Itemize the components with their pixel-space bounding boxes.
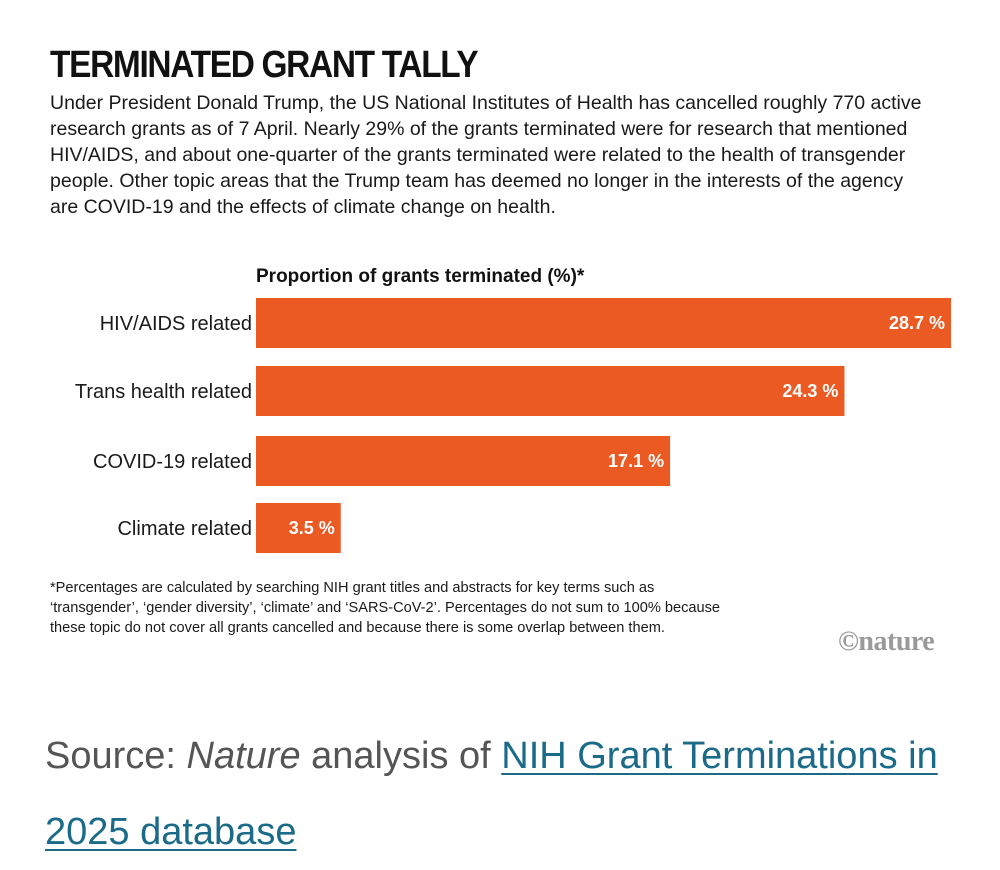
value-label: 24.3 % <box>782 381 838 401</box>
infographic-card: TERMINATED GRANT TALLY Under President D… <box>50 44 951 657</box>
bar-group: HIV/AIDS related 28.7 % Trans health relat… <box>75 298 951 553</box>
intro-paragraph: Under President Donald Trump, the US Nat… <box>50 92 922 218</box>
category-label: Trans health related <box>75 381 252 403</box>
bar-hiv-aids-related <box>256 298 951 348</box>
category-label: HIV/AIDS related <box>100 313 252 335</box>
source-publication: Nature <box>186 735 301 777</box>
value-label: 28.7 % <box>889 313 945 333</box>
category-label: Climate related <box>117 518 252 540</box>
source-database-link[interactable]: NIH Grant Terminations in 2025 database <box>45 735 938 853</box>
source-line: Source: Nature analysis of NIH Grant Ter… <box>45 718 945 870</box>
source-prefix: Source: <box>45 735 187 777</box>
category-label: COVID-19 related <box>93 451 252 473</box>
value-label: 3.5 % <box>289 518 335 538</box>
nature-logo: ©nature <box>838 626 935 657</box>
source-middle: analysis of <box>300 735 502 777</box>
chart-title: TERMINATED GRANT TALLY <box>50 44 479 86</box>
bar-covid-19-related <box>256 436 671 486</box>
bar-climate-related <box>256 503 341 553</box>
bar-chart: HIV/AIDS related 28.7 % Trans health relat… <box>75 298 951 553</box>
value-label: 17.1 % <box>608 451 664 471</box>
bar-trans-health-related <box>256 366 845 416</box>
chart-heading: Proportion of grants terminated (%)* <box>256 266 585 287</box>
footnote: *Percentages are calculated by searching… <box>50 580 721 636</box>
